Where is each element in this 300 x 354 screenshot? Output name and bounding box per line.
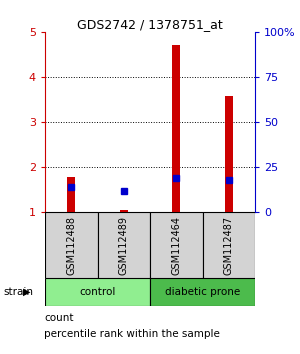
Bar: [202, 212, 255, 278]
Text: percentile rank within the sample: percentile rank within the sample: [44, 329, 220, 339]
Text: diabetic prone: diabetic prone: [165, 287, 240, 297]
Bar: [67, 177, 75, 212]
Text: strain: strain: [3, 287, 33, 297]
Bar: [45, 278, 150, 306]
Text: GSM112464: GSM112464: [171, 216, 181, 275]
Text: control: control: [79, 287, 116, 297]
Bar: [225, 96, 233, 212]
Text: GSM112488: GSM112488: [66, 216, 76, 275]
Bar: [150, 278, 255, 306]
Bar: [45, 212, 98, 278]
Bar: [98, 212, 150, 278]
Text: count: count: [44, 313, 74, 323]
Title: GDS2742 / 1378751_at: GDS2742 / 1378751_at: [77, 18, 223, 31]
Text: GSM112487: GSM112487: [224, 216, 234, 275]
Bar: [172, 45, 180, 212]
Bar: [150, 212, 202, 278]
Text: ▶: ▶: [23, 287, 30, 297]
Text: GSM112489: GSM112489: [119, 216, 129, 275]
Bar: [120, 210, 128, 212]
